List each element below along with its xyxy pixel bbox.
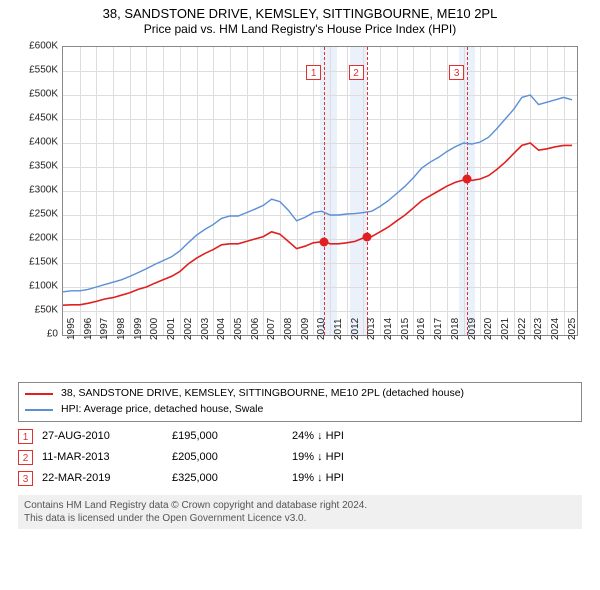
x-axis-label: 2006	[250, 318, 261, 340]
y-axis-label: £100K	[16, 281, 58, 292]
x-axis-label: 2010	[316, 318, 327, 340]
x-axis-label: 1997	[99, 318, 110, 340]
x-axis-label: 2005	[233, 318, 244, 340]
x-axis-label: 1998	[116, 318, 127, 340]
sale-date: 11-MAR-2013	[42, 451, 172, 463]
x-axis-label: 2021	[500, 318, 511, 340]
sale-point	[463, 175, 472, 184]
sales-table: 1 27-AUG-2010£195,00024% ↓ HPI 2 11-MAR-201…	[18, 426, 582, 489]
legend-swatch	[25, 409, 53, 411]
x-axis-label: 2011	[333, 319, 344, 341]
x-axis-label: 2008	[283, 318, 294, 340]
sale-row: 3 22-MAR-2019£325,00019% ↓ HPI	[18, 468, 582, 489]
y-axis-label: £450K	[16, 113, 58, 124]
y-axis-label: £150K	[16, 257, 58, 268]
sale-delta: 19% ↓ HPI	[292, 472, 582, 484]
y-axis-label: £300K	[16, 185, 58, 196]
sale-price: £325,000	[172, 472, 292, 484]
footer-line: Contains HM Land Registry data © Crown c…	[24, 499, 576, 512]
sale-point	[362, 232, 371, 241]
y-axis-label: £250K	[16, 209, 58, 220]
x-axis-label: 2018	[450, 318, 461, 340]
y-axis-label: £500K	[16, 89, 58, 100]
chart-subtitle: Price paid vs. HM Land Registry's House …	[8, 22, 592, 36]
legend-item: HPI: Average price, detached house, Swal…	[25, 402, 575, 418]
sale-delta: 24% ↓ HPI	[292, 430, 582, 442]
x-axis-label: 2003	[200, 318, 211, 340]
x-axis-label: 2004	[216, 318, 227, 340]
sale-price: £195,000	[172, 430, 292, 442]
y-axis-label: £600K	[16, 41, 58, 52]
legend: 38, SANDSTONE DRIVE, KEMSLEY, SITTINGBOU…	[18, 382, 582, 422]
x-axis-label: 2016	[416, 318, 427, 340]
x-axis-label: 2024	[550, 318, 561, 340]
legend-swatch	[25, 393, 53, 395]
x-axis-label: 1996	[83, 318, 94, 340]
footer-line: This data is licensed under the Open Gov…	[24, 512, 576, 525]
x-axis-label: 2009	[300, 318, 311, 340]
plot-area: 123	[62, 46, 578, 336]
x-axis-label: 2019	[467, 318, 478, 340]
y-axis-label: £200K	[16, 233, 58, 244]
legend-item: 38, SANDSTONE DRIVE, KEMSLEY, SITTINGBOU…	[25, 386, 575, 402]
x-axis-label: 1995	[66, 318, 77, 340]
x-axis-label: 2001	[166, 318, 177, 340]
y-axis-label: £350K	[16, 161, 58, 172]
x-axis-label: 2012	[350, 318, 361, 340]
y-axis-label: £0	[16, 329, 58, 340]
x-axis-label: 2007	[266, 318, 277, 340]
sale-point	[320, 237, 329, 246]
x-axis-label: 2013	[366, 318, 377, 340]
footer-attribution: Contains HM Land Registry data © Crown c…	[18, 495, 582, 529]
x-axis-label: 2020	[483, 318, 494, 340]
sale-index-badge: 1	[18, 429, 33, 444]
y-axis-label: £400K	[16, 137, 58, 148]
x-axis-label: 2022	[517, 318, 528, 340]
legend-label: HPI: Average price, detached house, Swal…	[61, 402, 263, 418]
x-axis-label: 2000	[149, 318, 160, 340]
sale-index-badge: 3	[18, 471, 33, 486]
sale-price: £205,000	[172, 451, 292, 463]
sale-date: 27-AUG-2010	[42, 430, 172, 442]
x-axis-label: 2015	[400, 318, 411, 340]
sale-row: 2 11-MAR-2013£205,00019% ↓ HPI	[18, 447, 582, 468]
sale-row: 1 27-AUG-2010£195,00024% ↓ HPI	[18, 426, 582, 447]
x-axis-label: 2023	[533, 318, 544, 340]
y-axis-label: £50K	[16, 305, 58, 316]
sale-date: 22-MAR-2019	[42, 472, 172, 484]
sale-index-badge: 2	[18, 450, 33, 465]
x-axis-label: 1999	[133, 318, 144, 340]
x-axis-label: 2002	[183, 318, 194, 340]
legend-label: 38, SANDSTONE DRIVE, KEMSLEY, SITTINGBOU…	[61, 386, 464, 402]
chart: 123 £0 £50K £100K £150K £200K £250K £300K £350K…	[16, 40, 584, 376]
y-axis-label: £550K	[16, 65, 58, 76]
x-axis-label: 2014	[383, 318, 394, 340]
sale-delta: 19% ↓ HPI	[292, 451, 582, 463]
x-axis-label: 2017	[433, 318, 444, 340]
x-axis-label: 2025	[567, 318, 578, 340]
chart-title: 38, SANDSTONE DRIVE, KEMSLEY, SITTINGBOU…	[8, 6, 592, 22]
